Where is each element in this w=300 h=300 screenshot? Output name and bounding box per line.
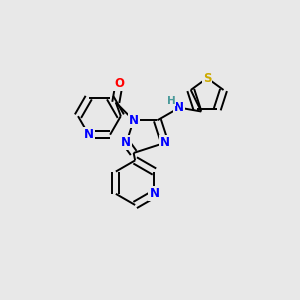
Text: N: N [160,136,170,149]
Text: H: H [167,95,176,106]
Text: N: N [174,101,184,114]
Text: O: O [114,77,124,90]
Text: N: N [149,187,160,200]
Text: N: N [84,128,94,141]
Text: N: N [129,114,139,127]
Text: N: N [121,136,131,149]
Text: S: S [203,72,212,85]
